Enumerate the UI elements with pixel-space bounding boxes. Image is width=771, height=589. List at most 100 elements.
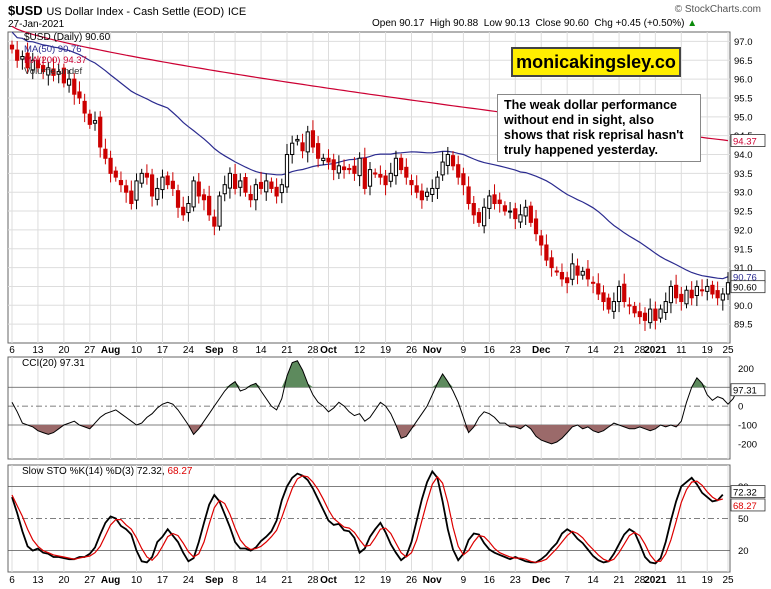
- candle: [414, 175, 419, 199]
- candle: [66, 70, 72, 93]
- candle: [258, 171, 264, 195]
- candle-body: [144, 172, 150, 178]
- candle-body: [544, 244, 549, 261]
- high-value: High 90.88: [429, 18, 479, 29]
- stochastic-indicator: [8, 469, 730, 565]
- candle: [274, 178, 279, 204]
- candle: [399, 153, 404, 175]
- candle: [720, 287, 725, 311]
- x-tick-label: 10: [131, 345, 143, 356]
- candle: [61, 63, 66, 88]
- candle: [30, 52, 35, 80]
- candle-body: [274, 186, 279, 197]
- candle-body: [316, 143, 321, 159]
- sto-k-tag-bg: [730, 485, 766, 499]
- candle: [445, 146, 450, 175]
- candle-body: [9, 44, 15, 50]
- candle-body: [279, 184, 284, 194]
- x-tick-label: 12: [354, 345, 366, 356]
- price-tick-label: 95.5: [734, 93, 753, 104]
- candle: [627, 297, 632, 315]
- x-tick-label: 28: [307, 345, 319, 356]
- candle: [248, 185, 253, 208]
- candle-body: [627, 304, 632, 307]
- candle: [622, 273, 627, 308]
- candle-body: [77, 91, 82, 99]
- cci-tick-label: -200: [738, 439, 757, 450]
- candle-body: [264, 180, 269, 193]
- watermark: © StockCharts.com: [674, 4, 761, 15]
- legend-volume: Volume undef: [24, 66, 82, 77]
- candle-body: [222, 184, 227, 195]
- candle-body: [290, 142, 295, 156]
- x-tick-label: 19: [380, 575, 392, 586]
- candle-body: [642, 312, 648, 321]
- candle: [518, 204, 523, 229]
- candle-body: [559, 272, 565, 280]
- candle-body: [305, 131, 310, 153]
- candle: [82, 93, 87, 123]
- x-tick-label: 9: [461, 345, 467, 356]
- candle: [694, 280, 699, 307]
- candle: [98, 111, 103, 158]
- candle-body: [113, 170, 118, 178]
- candle: [87, 109, 92, 129]
- x-tick-label: 26: [406, 345, 418, 356]
- candle-body: [321, 157, 326, 162]
- legend: $USD (Daily) 90.60 MA(50) 90.76 MA(200) …: [22, 32, 193, 477]
- candle: [134, 173, 139, 210]
- candle: [533, 209, 539, 242]
- candle-body: [191, 180, 196, 208]
- candle-body: [341, 166, 347, 171]
- candle-body: [658, 308, 663, 319]
- x-tick-label: 25: [722, 345, 734, 356]
- x-tick-label: 7: [564, 575, 570, 586]
- candle: [689, 281, 694, 306]
- x-tick-label: 26: [406, 575, 418, 586]
- candle-body: [725, 282, 731, 295]
- x-tick-label: 21: [613, 575, 625, 586]
- cci-line: [11, 360, 739, 445]
- candle: [305, 125, 310, 163]
- candle-body: [482, 206, 487, 227]
- candle-body: [575, 265, 580, 276]
- candle: [674, 274, 679, 304]
- candle: [430, 179, 435, 203]
- candle: [201, 188, 207, 211]
- candle-body: [82, 100, 87, 114]
- candle: [544, 234, 549, 267]
- candle: [596, 273, 601, 301]
- x-tick-label: 14: [588, 345, 600, 356]
- x-tick-label: 13: [32, 575, 44, 586]
- candle-body: [705, 285, 710, 292]
- candle-body: [15, 49, 20, 61]
- x-tick-label: 19: [380, 345, 392, 356]
- candle: [51, 58, 56, 82]
- candle-body: [487, 195, 492, 209]
- candle-body: [165, 175, 170, 186]
- x-tick-label: 16: [484, 575, 496, 586]
- candle-body: [601, 292, 606, 303]
- candle: [170, 172, 175, 196]
- candle: [341, 159, 347, 179]
- candle: [160, 169, 165, 199]
- cci-positive-fill: [12, 360, 739, 388]
- candle-body: [570, 263, 575, 280]
- candle: [316, 136, 321, 168]
- candle-body: [326, 157, 331, 163]
- candle-body: [181, 206, 186, 216]
- candle: [41, 56, 46, 80]
- candle: [705, 278, 710, 301]
- x-tick-label: 21: [281, 575, 293, 586]
- x-tick-label: 28: [634, 345, 646, 356]
- candle-body: [539, 235, 544, 246]
- panel-frame-2: [7, 356, 731, 460]
- candles: [9, 40, 731, 331]
- candle: [124, 179, 129, 203]
- candle-body: [253, 184, 258, 201]
- sto-title-main: Slow STO %K(14) %D(3) 72.32, 68.27: [22, 466, 193, 477]
- candle-body: [336, 165, 341, 174]
- candle-body: [357, 157, 362, 177]
- candle: [243, 172, 248, 197]
